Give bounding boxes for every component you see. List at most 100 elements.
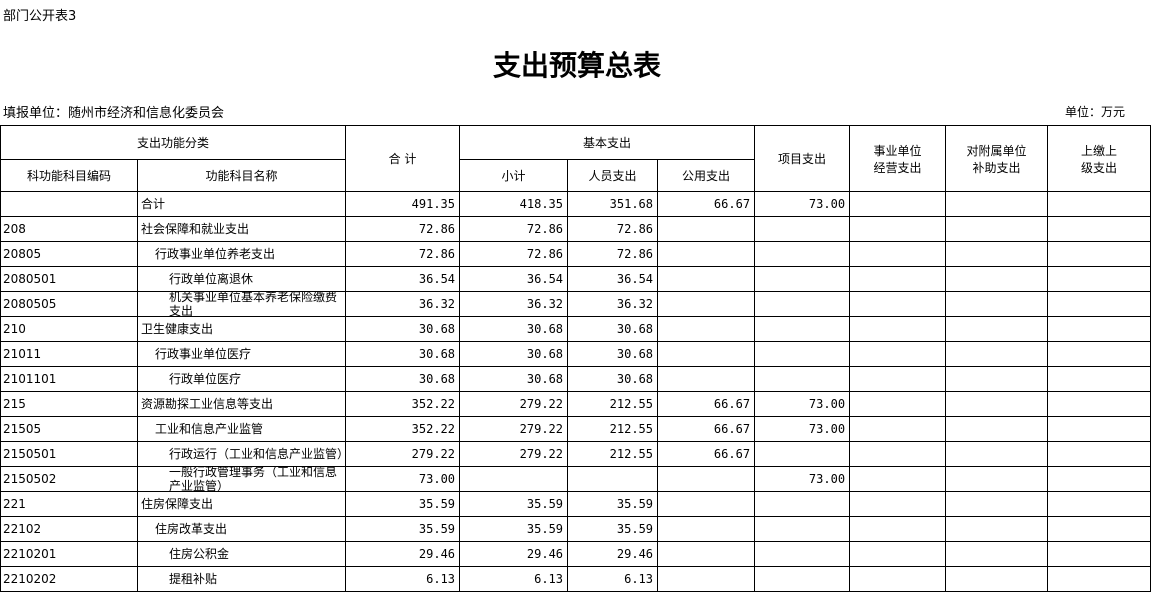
name-cell: 社会保障和就业支出	[136, 216, 347, 242]
amount-cell: 36.54	[567, 266, 659, 292]
empty-cell	[849, 216, 947, 242]
empty-cell	[945, 291, 1049, 317]
empty-cell	[1047, 566, 1152, 592]
amount-cell: 30.68	[459, 366, 569, 392]
name-text: 提租补贴	[169, 572, 218, 586]
amount-cell	[657, 566, 756, 592]
name-cell: 一般行政管理事务（工业和信息产业监管）	[136, 466, 347, 492]
name-cell: 提租补贴	[136, 566, 347, 592]
amount-cell: 30.68	[345, 341, 461, 367]
code-cell: 2150501	[0, 441, 138, 467]
table-row: 22102 住房改革支出 35.59 35.59 35.59	[0, 516, 1152, 542]
amount-cell: 29.46	[567, 541, 659, 567]
amount-cell: 30.68	[567, 366, 659, 392]
name-cell: 机关事业单位基本养老保险缴费支出	[136, 291, 347, 317]
amount-cell: 36.32	[345, 291, 461, 317]
amount-cell: 351.68	[567, 191, 659, 217]
table-row: 215 资源勘探工业信息等支出 352.22 279.22 212.55 66.67 73.…	[0, 391, 1152, 417]
name-text: 行政事业单位养老支出	[155, 247, 276, 261]
empty-cell	[1047, 241, 1152, 267]
name-cell: 合计	[136, 191, 347, 217]
name-cell: 行政单位医疗	[136, 366, 347, 392]
empty-cell	[849, 491, 947, 517]
amount-cell: 6.13	[567, 566, 659, 592]
table-note: 部门公开表3	[3, 9, 77, 24]
name-cell: 行政事业单位养老支出	[136, 241, 347, 267]
header-cell: 合 计	[345, 125, 461, 192]
amount-cell	[754, 266, 851, 292]
amount-cell: 66.67	[657, 191, 756, 217]
empty-cell	[849, 341, 947, 367]
empty-cell	[1047, 366, 1152, 392]
table-row: 210 卫生健康支出 30.68 30.68 30.68	[0, 316, 1152, 342]
amount-cell: 35.59	[459, 516, 569, 542]
code-cell: 20805	[0, 241, 138, 267]
code-cell: 21505	[0, 416, 138, 442]
amount-cell: 6.13	[459, 566, 569, 592]
empty-cell	[945, 366, 1049, 392]
amount-cell: 279.22	[459, 391, 569, 417]
table-row: 208 社会保障和就业支出 72.86 72.86 72.86	[0, 216, 1152, 242]
amount-cell: 66.67	[657, 391, 756, 417]
amount-cell: 35.59	[567, 516, 659, 542]
name-cell: 行政事业单位医疗	[136, 341, 347, 367]
table-row: 2101101 行政单位医疗 30.68 30.68 30.68	[0, 366, 1152, 392]
name-text: 行政单位医疗	[169, 372, 242, 386]
empty-cell	[945, 391, 1049, 417]
empty-cell	[945, 441, 1049, 467]
header-cell: 事业单位经营支出	[849, 125, 947, 192]
amount-cell: 72.86	[459, 216, 569, 242]
table-row: 21011 行政事业单位医疗 30.68 30.68 30.68	[0, 341, 1152, 367]
name-cell: 住房改革支出	[136, 516, 347, 542]
empty-cell	[945, 216, 1049, 242]
empty-cell	[849, 291, 947, 317]
amount-cell: 279.22	[345, 441, 461, 467]
empty-cell	[849, 566, 947, 592]
empty-cell	[1047, 316, 1152, 342]
empty-cell	[1047, 266, 1152, 292]
name-text: 资源勘探工业信息等支出	[141, 397, 274, 411]
amount-cell	[754, 216, 851, 242]
name-text: 住房改革支出	[155, 522, 228, 536]
amount-cell: 73.00	[754, 391, 851, 417]
empty-cell	[1047, 491, 1152, 517]
empty-cell	[945, 316, 1049, 342]
empty-cell	[1047, 191, 1152, 217]
amount-cell	[754, 291, 851, 317]
amount-cell	[754, 566, 851, 592]
header-cell: 小计	[459, 159, 569, 192]
table-row: 21505 工业和信息产业监管 352.22 279.22 212.55 66.67 73.…	[0, 416, 1152, 442]
amount-cell: 72.86	[345, 216, 461, 242]
amount-cell: 36.32	[459, 291, 569, 317]
amount-cell: 36.54	[459, 266, 569, 292]
empty-cell	[1047, 466, 1152, 492]
empty-cell	[945, 241, 1049, 267]
name-cell: 卫生健康支出	[136, 316, 347, 342]
amount-cell	[754, 491, 851, 517]
code-cell: 2080501	[0, 266, 138, 292]
header-cell: 支出功能分类	[0, 125, 347, 160]
amount-cell	[657, 366, 756, 392]
empty-cell	[1047, 391, 1152, 417]
code-cell: 2210201	[0, 541, 138, 567]
table-row: 2080505 机关事业单位基本养老保险缴费支出 36.32 36.32 36.32	[0, 291, 1152, 317]
name-text: 行政事业单位医疗	[155, 347, 252, 361]
table-row: 2150501 行政运行（工业和信息产业监管） 279.22 279.22 212.55…	[0, 441, 1152, 467]
amount-cell	[657, 241, 756, 267]
amount-cell	[754, 341, 851, 367]
amount-cell	[754, 516, 851, 542]
table-row: 221 住房保障支出 35.59 35.59 35.59	[0, 491, 1152, 517]
budget-table: 支出功能分类 合 计 基本支出 项目支出 事业单位经营支出 对附属单位补助支出 …	[0, 125, 1152, 592]
amount-cell: 72.86	[567, 216, 659, 242]
table-row: 2210201 住房公积金 29.46 29.46 29.46	[0, 541, 1152, 567]
empty-cell	[1047, 216, 1152, 242]
table-row: 2150502 一般行政管理事务（工业和信息产业监管） 73.00 73.00	[0, 466, 1152, 492]
header-cell: 公用支出	[657, 159, 756, 192]
table-body: 合计 491.35 418.35 351.68 66.67 73.00 208 社会保障和就业…	[0, 191, 1152, 592]
amount-cell: 29.46	[459, 541, 569, 567]
name-text: 一般行政管理事务（工业和信息产业监管）	[169, 467, 338, 491]
code-cell: 208	[0, 216, 138, 242]
empty-cell	[945, 416, 1049, 442]
empty-cell	[1047, 541, 1152, 567]
amount-cell: 491.35	[345, 191, 461, 217]
